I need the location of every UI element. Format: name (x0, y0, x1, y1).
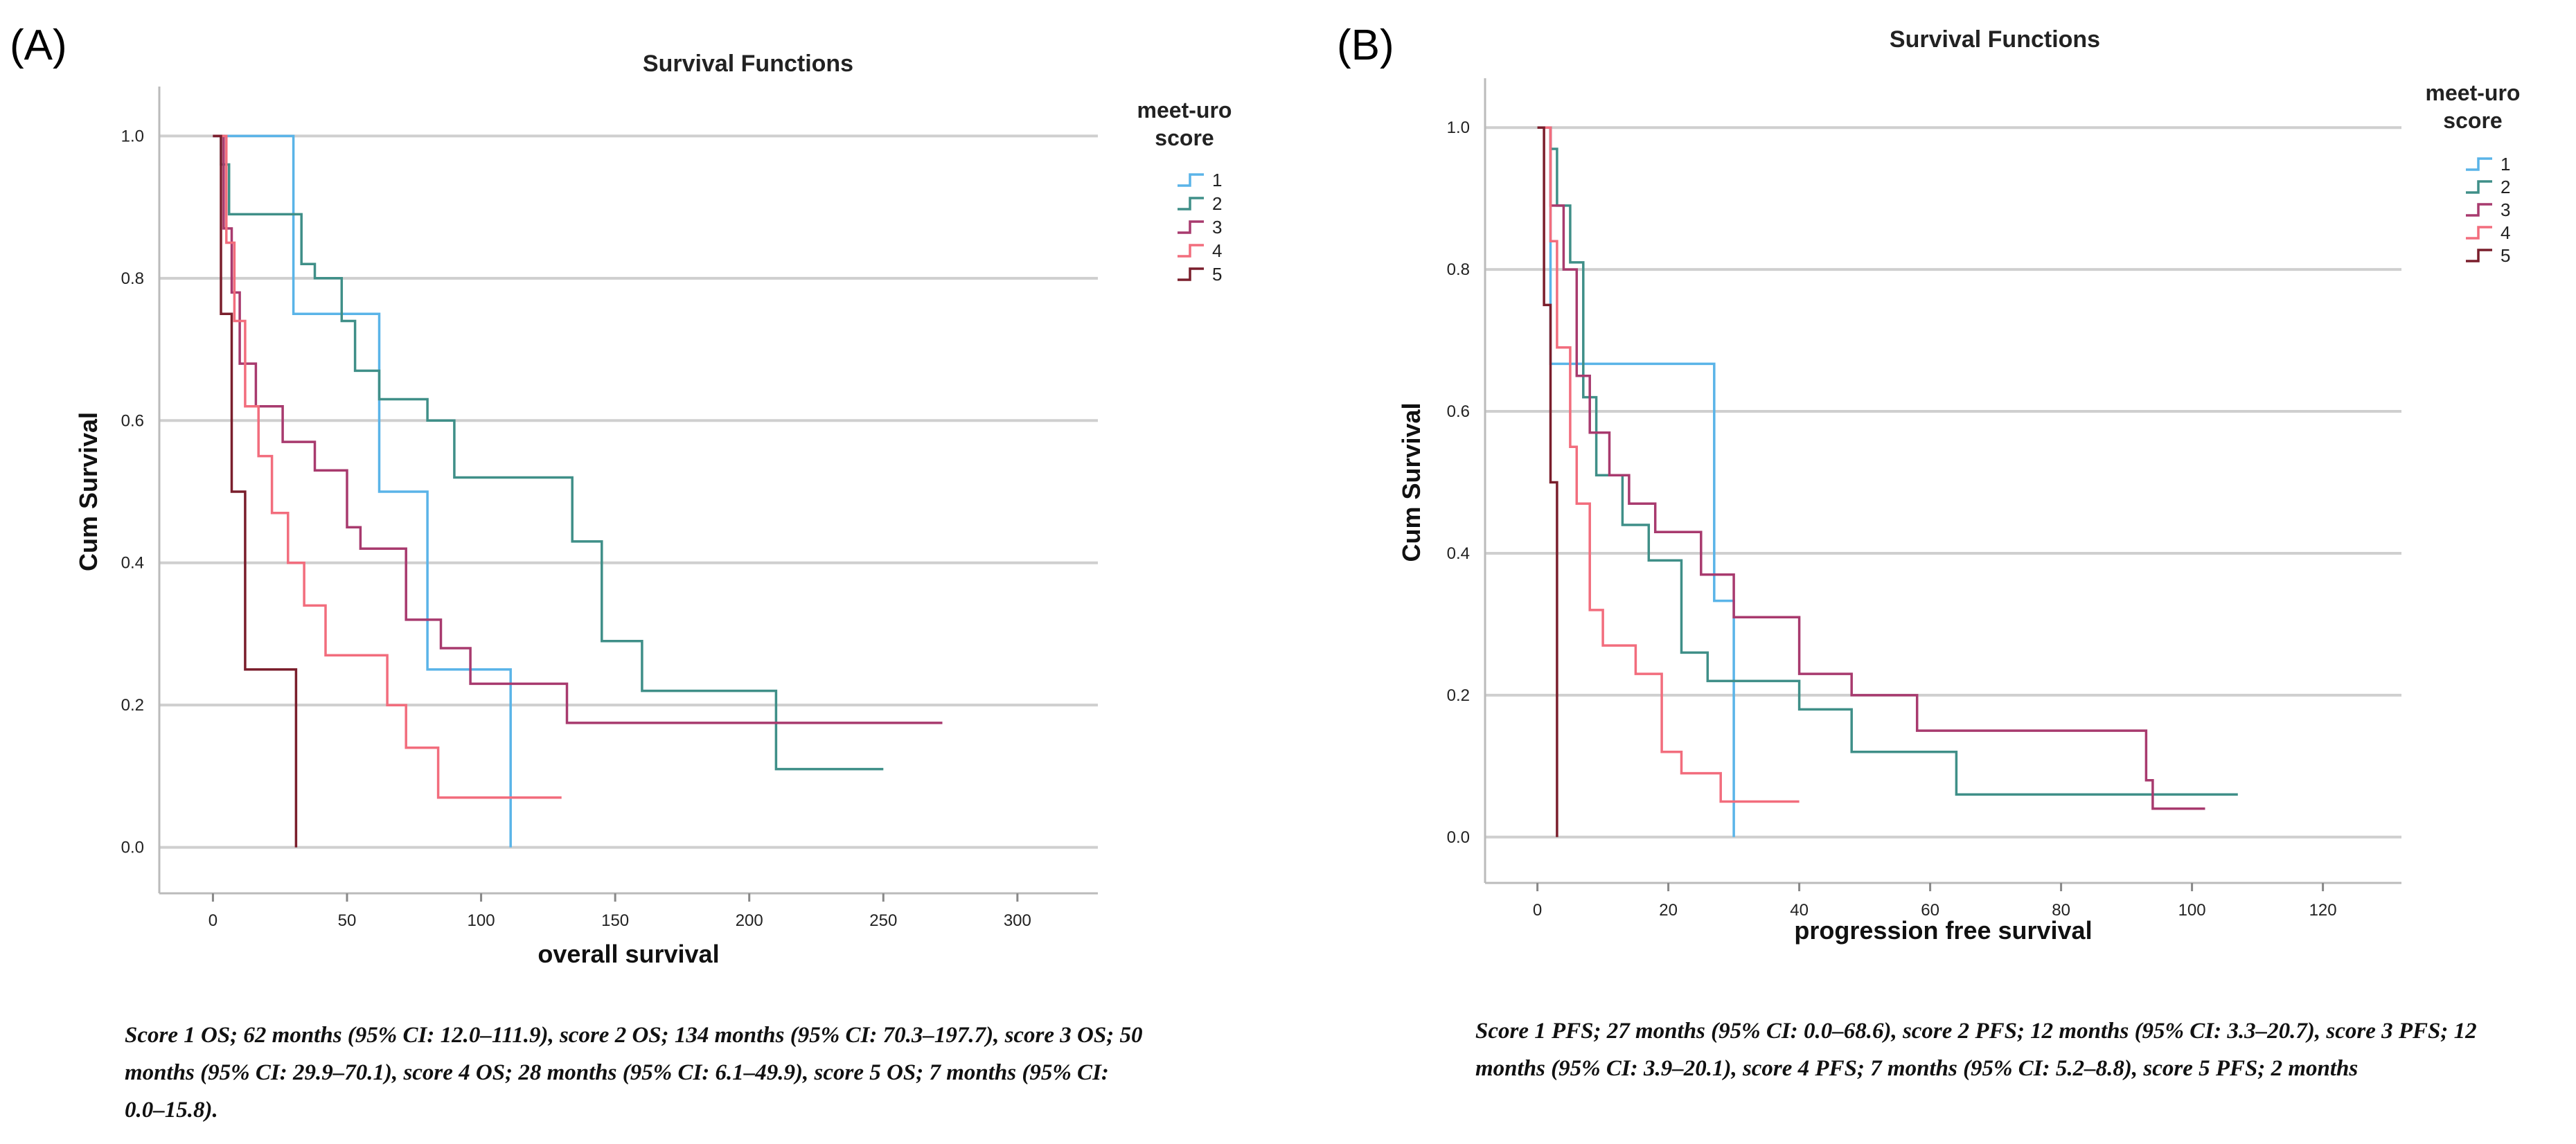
y-tick-label: 0.4 (121, 554, 144, 573)
legend-title: meet-uro (2426, 80, 2521, 105)
series-line-score-4 (1537, 126, 1800, 803)
x-tick-label: 20 (1659, 901, 1678, 920)
series-line-score-3 (1537, 126, 2205, 810)
legend-swatch-score-1 (2466, 157, 2492, 171)
y-tick-label: 0.6 (1447, 402, 1470, 421)
y-tick-label: 0.2 (121, 696, 144, 715)
legend-label-score-5: 5 (1212, 264, 1222, 285)
x-tick-label: 200 (736, 911, 763, 930)
chart-title: Survival Functions (643, 51, 853, 77)
x-tick-label: 150 (601, 911, 629, 930)
y-axis-label: Cum Survival (1397, 402, 1425, 562)
x-tick-label: 100 (2178, 901, 2206, 920)
legend-title: score (1155, 125, 1214, 150)
panel-a-caption: Score 1 OS; 62 months (95% CI: 12.0–111.… (125, 1023, 1143, 1123)
legend-swatch-score-4 (2466, 226, 2492, 240)
y-tick-label: 0.6 (121, 411, 144, 430)
x-axis-label: progression free survival (1794, 916, 2092, 945)
legend-label-score-5: 5 (2501, 245, 2510, 266)
x-tick-label: 120 (2309, 901, 2337, 920)
x-tick-label: 100 (468, 911, 495, 930)
panel-b-caption: Score 1 PFS; 27 months (95% CI: 0.0–68.6… (1475, 1019, 2477, 1081)
series-line-score-2 (213, 134, 884, 771)
panel-a-label: (A) (10, 21, 67, 69)
x-tick-label: 40 (1790, 901, 1809, 920)
x-tick-label: 0 (208, 911, 217, 930)
y-axis-label: Cum Survival (74, 412, 103, 571)
os-survival-chart: 0.0 0.2 0.4 0.6 0.8 1.0 0 50 100 150 200 250 300 Surv… (74, 51, 1232, 968)
series-line-score-5 (213, 134, 298, 848)
series-line-score-4 (213, 134, 562, 799)
legend-label-score-1: 1 (1212, 170, 1222, 190)
legend-swatch-score-4 (1178, 244, 1204, 258)
x-tick-label: 50 (338, 911, 357, 930)
series-line-score-3 (213, 134, 943, 724)
x-tick-label: 80 (2052, 901, 2070, 920)
panel-b-label: (B) (1337, 21, 1394, 69)
legend-label-score-3: 3 (2501, 199, 2510, 220)
y-tick-label: 1.0 (1447, 118, 1470, 137)
legend-label-score-2: 2 (2501, 177, 2510, 197)
legend-swatch-score-2 (2466, 180, 2492, 194)
legend-swatch-score-5 (1178, 267, 1204, 281)
legend-title: score (2443, 108, 2502, 133)
legend-swatch-score-3 (2466, 203, 2492, 217)
chart-title: Survival Functions (1890, 26, 2100, 53)
y-tick-label: 0.0 (1447, 828, 1470, 847)
x-tick-label: 60 (1921, 901, 1939, 920)
legend-swatch-score-5 (2466, 249, 2492, 262)
x-axis-label: overall survival (538, 940, 719, 968)
x-tick-label: 300 (1004, 911, 1031, 930)
y-tick-label: 0.8 (1447, 260, 1470, 279)
x-tick-label: 0 (1533, 901, 1542, 920)
legend-label-score-3: 3 (1212, 217, 1222, 238)
x-tick-label: 250 (869, 911, 897, 930)
series-line-score-5 (1537, 126, 1558, 837)
legend-title: meet-uro (1137, 98, 1232, 123)
y-tick-label: 0.0 (121, 839, 144, 857)
legend-label-score-1: 1 (2501, 154, 2510, 175)
legend-swatch-score-1 (1178, 173, 1204, 187)
legend-swatch-score-3 (1178, 220, 1204, 234)
legend-swatch-score-2 (1178, 197, 1204, 211)
y-tick-label: 0.4 (1447, 544, 1470, 563)
series-line-score-1 (213, 134, 512, 848)
pfs-survival-chart: 0.0 0.2 0.4 0.6 0.8 1.0 0 20 40 60 80 100 120 Surviva… (1397, 26, 2521, 945)
series-line-score-1 (1537, 126, 1735, 837)
y-tick-label: 0.8 (121, 269, 144, 288)
y-tick-label: 0.2 (1447, 686, 1470, 705)
legend-label-score-4: 4 (1212, 240, 1222, 261)
legend-label-score-2: 2 (1212, 193, 1222, 214)
y-tick-label: 1.0 (121, 127, 144, 145)
legend-label-score-4: 4 (2501, 222, 2510, 243)
